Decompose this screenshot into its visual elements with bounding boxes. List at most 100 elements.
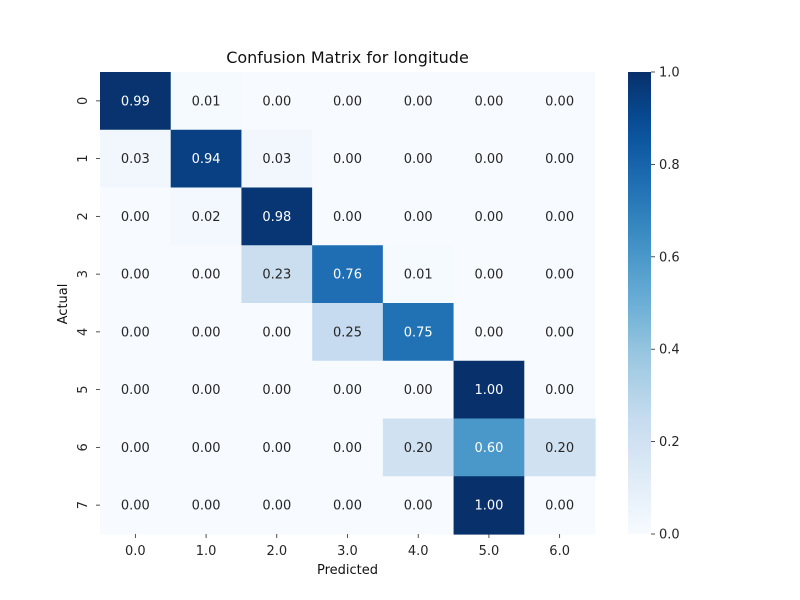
heatmap-cell (524, 303, 596, 362)
cell-value-label: 0.00 (545, 210, 574, 225)
cell-value-label: 0.00 (121, 383, 150, 398)
heatmap-cell (170, 187, 243, 246)
heatmap-cell (382, 187, 455, 246)
cell-value-label: 0.01 (404, 268, 433, 283)
heatmap-cell (453, 476, 525, 535)
heatmap-cell (453, 245, 525, 304)
heatmap-cell (312, 476, 384, 535)
heatmap-cell (382, 476, 455, 535)
heatmap-cell (312, 129, 384, 189)
heatmap-cell (382, 245, 455, 304)
heatmap-cell (170, 129, 243, 189)
cell-value-label: 0.98 (262, 210, 291, 225)
cell-value-label: 0.00 (545, 325, 574, 340)
cell-value-label: 0.00 (262, 441, 291, 456)
heatmap-cell (524, 129, 596, 189)
heatmap-cell (312, 72, 384, 131)
heatmap-cell (241, 476, 313, 535)
heatmap-cell (241, 245, 313, 304)
heatmap-cell (100, 418, 172, 477)
y-tick-label: 1 (76, 154, 91, 162)
heatmap-cell (312, 360, 384, 420)
heatmap-cell (524, 360, 596, 420)
y-tick-label: 7 (76, 501, 91, 509)
cell-value-label: 0.99 (121, 94, 150, 109)
cell-value-label: 0.00 (333, 441, 362, 456)
x-tick-label: 1.0 (196, 544, 217, 559)
cell-value-label: 0.00 (121, 268, 150, 283)
y-axis-ticks: 0 1 2 3 4 5 6 7 (76, 97, 100, 509)
colorbar-ticks: 0.0 0.2 0.4 0.6 0.8 1.0 (651, 66, 680, 543)
cell-value-label: 0.00 (262, 383, 291, 398)
cell-value-label: 0.25 (333, 325, 362, 340)
heatmap-cell (524, 245, 596, 304)
cell-value-label: 0.00 (545, 94, 574, 109)
x-tick-label: 5.0 (479, 544, 500, 559)
cell-value-label: 0.00 (121, 210, 150, 225)
cell-value-label: 0.75 (404, 325, 433, 340)
heatmap-cell (241, 129, 313, 189)
heatmap-cell (312, 187, 384, 246)
cell-value-label: 1.00 (474, 383, 503, 398)
y-tick-label: 5 (76, 385, 91, 393)
heatmap-cell (170, 303, 243, 362)
heatmap-cell (524, 187, 596, 246)
y-tick-label: 6 (76, 443, 91, 451)
cell-value-label: 0.00 (121, 441, 150, 456)
cell-value-label: 0.01 (192, 94, 221, 109)
cell-value-label: 0.00 (192, 499, 221, 514)
colorbar-tick-label: 0.2 (659, 435, 680, 450)
heatmap-cell (100, 303, 172, 362)
x-tick-label: 4.0 (408, 544, 429, 559)
cell-value-label: 0.02 (192, 210, 221, 225)
cell-value-label: 0.76 (333, 268, 362, 283)
cell-value-label: 0.00 (262, 325, 291, 340)
heatmap-cell (170, 476, 243, 535)
cell-value-label: 0.00 (192, 383, 221, 398)
colorbar-tick-label: 0.4 (659, 343, 680, 358)
y-axis-label: Actual (56, 284, 71, 325)
heatmap-cell (382, 418, 455, 477)
heatmap-cell (170, 72, 243, 131)
cell-value-label: 0.00 (262, 499, 291, 514)
cell-value-label: 0.00 (404, 499, 433, 514)
heatmap-cell (100, 187, 172, 246)
x-tick-label: 6.0 (549, 544, 570, 559)
cell-value-label: 0.60 (474, 441, 503, 456)
cell-value-label: 0.03 (262, 152, 291, 167)
heatmap-cell (524, 72, 596, 131)
heatmap-cell (241, 303, 313, 362)
heatmap-cell (524, 418, 596, 477)
heatmap-cell (100, 360, 172, 420)
y-tick-label: 4 (76, 328, 91, 336)
heatmap-cell (170, 418, 243, 477)
cell-value-label: 0.00 (192, 325, 221, 340)
heatmap-cell (453, 303, 525, 362)
cell-value-label: 0.20 (404, 441, 433, 456)
heatmap-cell (312, 245, 384, 304)
cell-value-label: 0.00 (474, 210, 503, 225)
heatmap-cell (100, 245, 172, 304)
cell-value-label: 0.23 (262, 268, 291, 283)
cell-value-label: 0.00 (333, 152, 362, 167)
heatmap-cell (453, 360, 525, 420)
heatmap-cell (100, 72, 172, 131)
cell-value-label: 0.03 (121, 152, 150, 167)
heatmap-cell (312, 303, 384, 362)
cell-value-label: 0.00 (404, 210, 433, 225)
x-axis-ticks: 0.0 1.0 2.0 3.0 4.0 5.0 6.0 (125, 534, 570, 559)
cell-value-label: 0.00 (404, 94, 433, 109)
heatmap-cell (453, 418, 525, 477)
heatmap-cell (382, 303, 455, 362)
heatmap-cell (312, 418, 384, 477)
heatmap-cell (382, 129, 455, 189)
cell-value-label: 0.00 (545, 383, 574, 398)
cell-value-label: 0.00 (192, 268, 221, 283)
heatmap-cells: 0.99 0.01 0.00 0.00 0.00 0.00 0.00 0.03 0.94 0.03… (100, 72, 596, 535)
heatmap-cell (453, 72, 525, 131)
y-tick-label: 3 (76, 270, 91, 278)
heatmap-cell (170, 245, 243, 304)
colorbar-tick-label: 0.0 (659, 528, 680, 543)
heatmap-cell (241, 418, 313, 477)
